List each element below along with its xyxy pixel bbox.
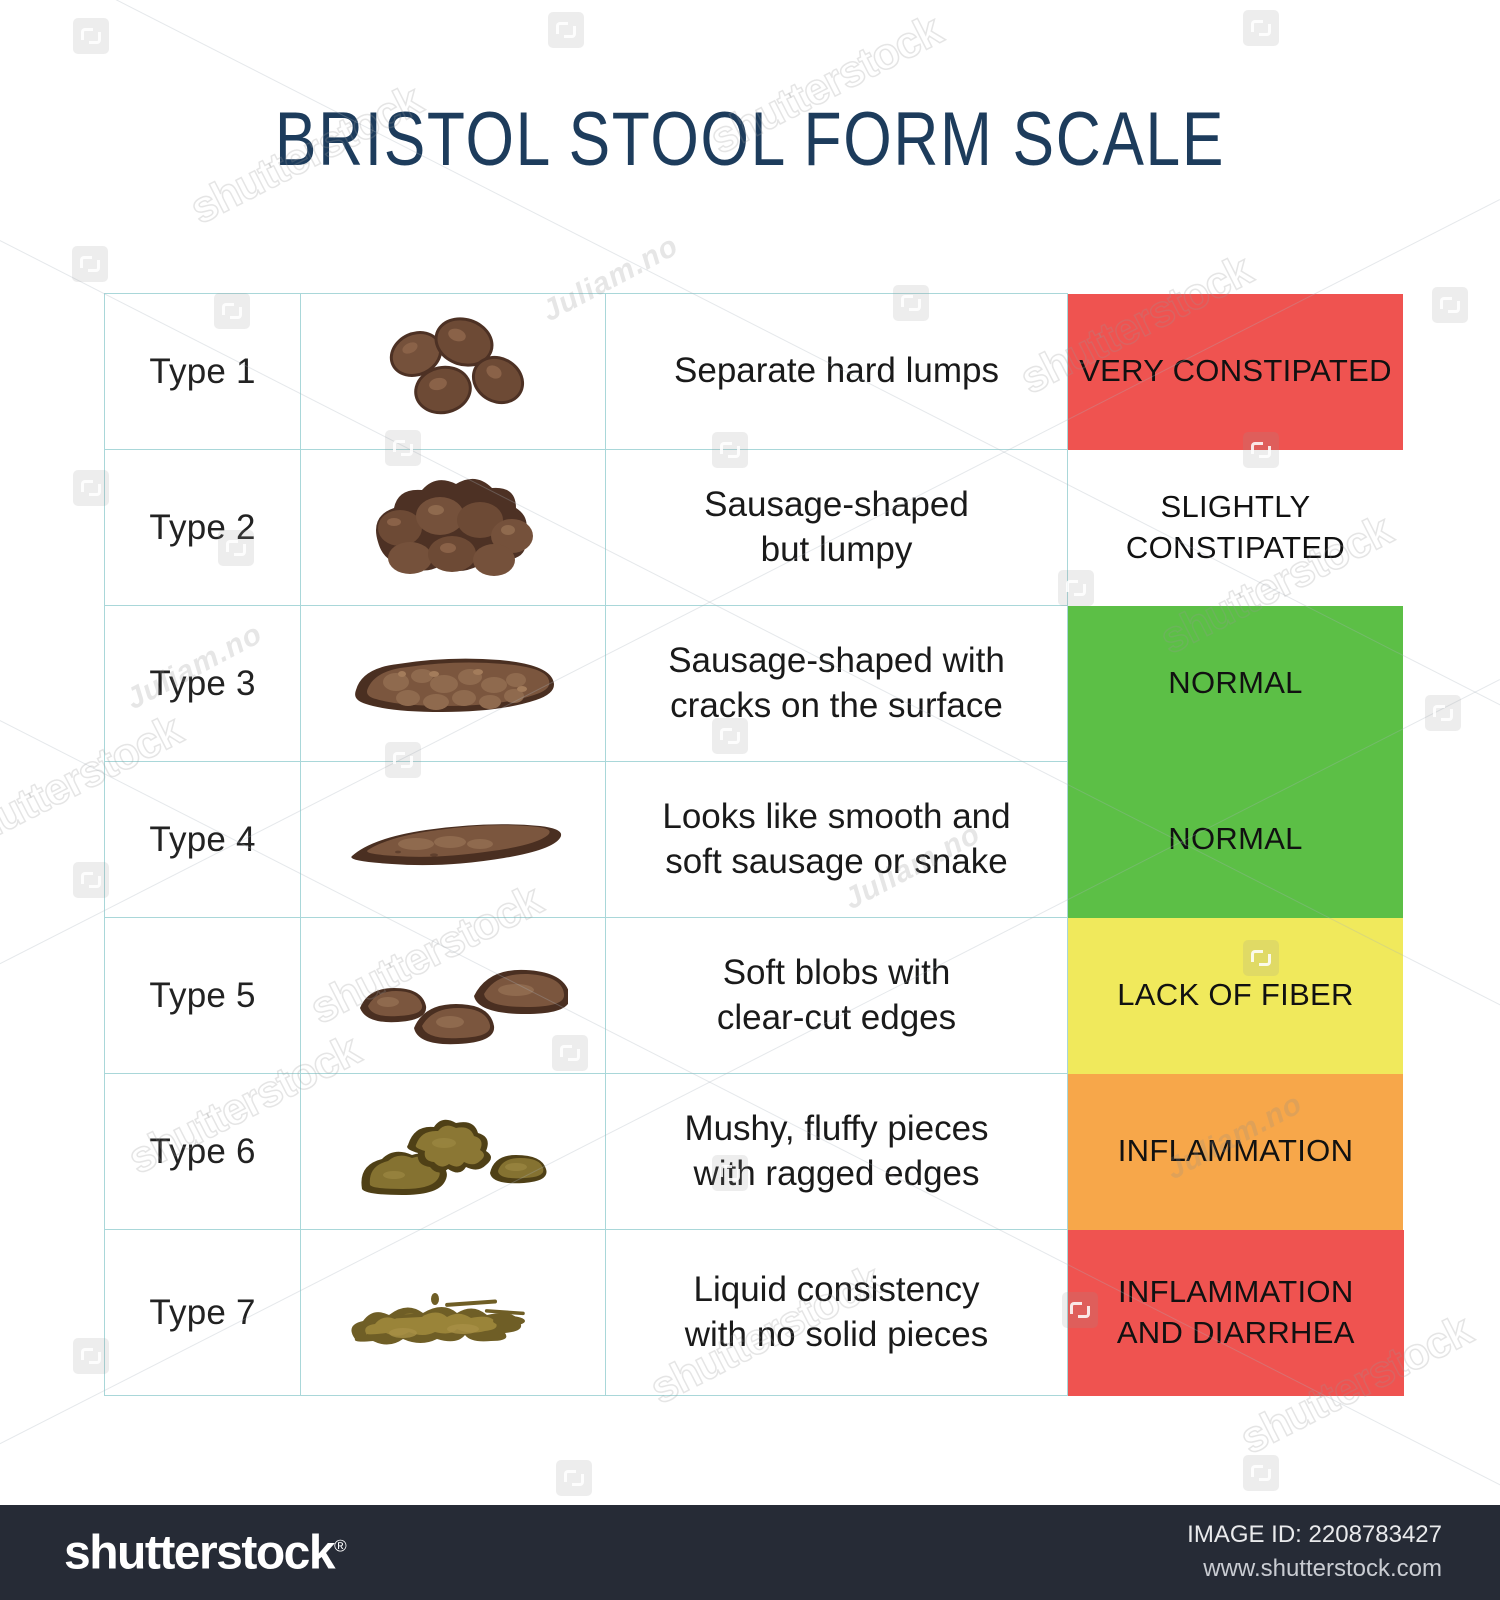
type-label-cell: Type 1 [104,293,301,450]
watermark-chip [1243,1455,1279,1491]
stool-illustration-cell [300,293,606,450]
description-cell: Sausage-shaped with cracks on the surface [605,605,1068,762]
description-cell: Separate hard lumps [605,293,1068,450]
status-cell: NORMAL [1067,761,1404,918]
status-cell: LACK OF FIBER [1067,917,1404,1074]
status-cell: NORMAL [1067,605,1404,762]
registered-mark-icon: ® [334,1536,347,1555]
shutterstock-logo: shutterstock® [64,1525,347,1580]
separate-hard-lumps-icon [301,312,605,432]
table-row: Type 5 Soft blobs with clear [104,917,1404,1074]
stool-illustration-cell [300,605,606,762]
table-row: Type 2 [104,449,1404,606]
description-cell: Sausage-shaped but lumpy [605,449,1068,606]
smooth-snake-icon [301,800,605,880]
page-title: BRISTOL STOOL FORM SCALE [274,97,1226,182]
stool-illustration-cell [300,449,606,606]
watermark-chip [548,12,584,48]
status-cell: VERY CONSTIPATED [1067,293,1404,450]
shutterstock-logo-text: shutterstock [64,1526,336,1579]
watermark-chip [556,1460,592,1496]
watermark-chip [1243,10,1279,46]
description-cell: Mushy, fluffy pieces with ragged edges [605,1073,1068,1230]
type-label-cell: Type 5 [104,917,301,1074]
table-row: Type 1 [104,293,1404,450]
table-row: Type 7 [104,1229,1404,1396]
cracked-sausage-icon [301,634,605,734]
mushy-pieces-icon [301,1097,605,1207]
description-cell: Soft blobs with clear-cut edges [605,917,1068,1074]
type-label-cell: Type 4 [104,761,301,918]
watermark-chip [1432,287,1468,323]
lumpy-sausage-icon [301,470,605,585]
type-label-cell: Type 3 [104,605,301,762]
shutterstock-url: www.shutterstock.com [1203,1555,1442,1583]
table-row: Type 6 Mushy, fluffy pieces [104,1073,1404,1230]
description-cell: Liquid consistency with no solid pieces [605,1229,1068,1396]
table-row: Type 4 Looks like smooth and soft sau [104,761,1404,918]
liquid-splash-icon [301,1263,605,1363]
stool-illustration-cell [300,917,606,1074]
description-cell: Looks like smooth and soft sausage or sna… [605,761,1068,918]
table-row: Type 3 [104,605,1404,762]
watermark-chip [72,246,108,282]
stool-illustration-cell [300,1073,606,1230]
bristol-stool-scale-table: Type 1 [104,293,1404,1396]
watermark-chip [1425,695,1461,731]
soft-blobs-icon [301,946,605,1046]
status-cell: SLIGHTLY CONSTIPATED [1125,489,1346,565]
status-cell: INFLAMMATION [1067,1073,1404,1230]
footer-meta: IMAGE ID: 2208783427 www.shutterstock.co… [1187,1518,1442,1588]
type-label-cell: Type 7 [104,1229,301,1396]
status-cell: INFLAMMATION AND DIARRHEA [1067,1229,1404,1396]
image-id-label: IMAGE ID: 2208783427 [1187,1520,1442,1548]
type-label-cell: Type 6 [104,1073,301,1230]
type-label-cell: Type 2 [104,449,301,606]
footer-bar: shutterstock® IMAGE ID: 2208783427 www.s… [0,1505,1500,1600]
stool-illustration-cell [300,761,606,918]
stool-illustration-cell [300,1229,606,1396]
watermark-chip [73,18,109,54]
